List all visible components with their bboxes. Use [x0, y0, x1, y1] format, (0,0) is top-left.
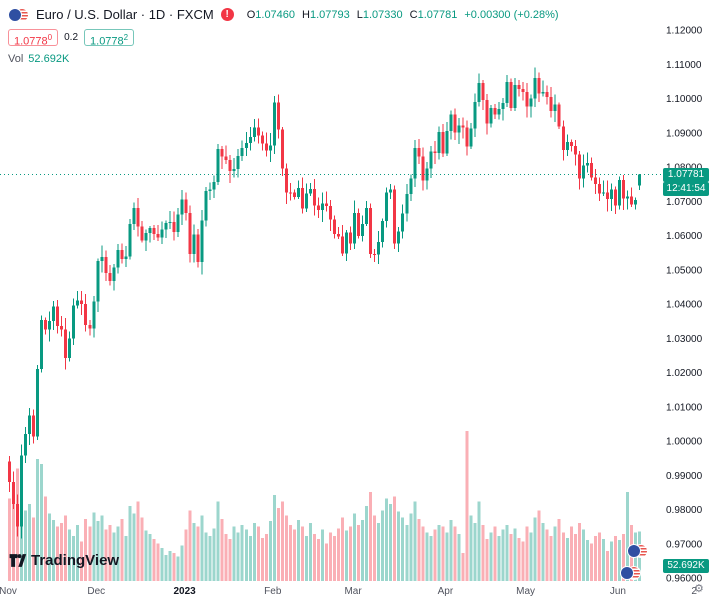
- svg-text:Feb: Feb: [264, 586, 282, 597]
- svg-text:1.07000: 1.07000: [666, 197, 703, 208]
- close-value: C1.07781: [409, 8, 458, 21]
- svg-text:1.01000: 1.01000: [666, 402, 703, 413]
- time-axis-background: [0, 583, 710, 600]
- symbol-legend: Euro / U.S. Dollar · 1D · FXCM ! O1.0746…: [8, 7, 559, 22]
- svg-text:0.99000: 0.99000: [666, 471, 703, 482]
- open-value: O1.07460: [246, 8, 296, 21]
- svg-text:2: 2: [691, 586, 697, 597]
- svg-text:1.00000: 1.00000: [666, 437, 703, 448]
- ask-pip-sup: 2: [123, 33, 129, 42]
- eu-flag-icon: [620, 566, 634, 580]
- svg-text:0.96000: 0.96000: [666, 574, 703, 585]
- svg-text:Jun: Jun: [610, 586, 626, 597]
- svg-text:1.05000: 1.05000: [666, 265, 703, 276]
- change-value: +0.00300 (+0.28%): [464, 8, 559, 21]
- tradingview-logo-text: TradingView: [31, 552, 120, 569]
- svg-text:1.10000: 1.10000: [666, 94, 703, 105]
- svg-text:1.12000: 1.12000: [666, 26, 703, 37]
- eu-flag-icon: [8, 7, 22, 22]
- symbol-logo-icon: [8, 7, 29, 22]
- spread-value: 0.2: [64, 32, 79, 43]
- bid-ask-panel: 1.07780 0.2 1.07782: [8, 29, 135, 48]
- price-axis-background: [662, 0, 710, 600]
- tradingview-logo-icon: [9, 554, 27, 567]
- svg-text:2023: 2023: [173, 586, 196, 597]
- eu-flag-icon: [627, 544, 641, 558]
- settings-gear-icon[interactable]: ⚙: [694, 583, 704, 595]
- alert-icon[interactable]: !: [220, 8, 234, 21]
- symbol-title[interactable]: Euro / U.S. Dollar · 1D · FXCM: [36, 7, 214, 22]
- bar-countdown-badge: 12:41:54: [663, 181, 709, 196]
- sell-button[interactable]: 1.07780: [8, 29, 59, 48]
- pane-symbol-logo-icon: [627, 544, 648, 558]
- buy-button[interactable]: 1.07782: [84, 29, 135, 48]
- vol-value: 52.692K: [28, 53, 70, 65]
- svg-text:1.09000: 1.09000: [666, 128, 703, 139]
- svg-text:Nov: Nov: [0, 586, 17, 597]
- volume-indicator-legend: Vol 52.692K: [8, 53, 69, 65]
- high-value: H1.07793: [302, 8, 350, 21]
- volume-bars: [8, 431, 641, 582]
- svg-text:May: May: [516, 586, 535, 597]
- volume-axis-badge: 52.692K: [663, 559, 709, 573]
- bid-pip-sup: 0: [47, 33, 53, 42]
- candlesticks: [8, 67, 641, 539]
- svg-text:Mar: Mar: [344, 586, 362, 597]
- low-value: L1.07330: [356, 8, 403, 21]
- svg-text:1.02000: 1.02000: [666, 368, 703, 379]
- svg-text:1.03000: 1.03000: [666, 334, 703, 345]
- ohlc-values: O1.07460 H1.07793 L1.07330 C1.07781 +0.0…: [247, 9, 559, 21]
- svg-text:1.06000: 1.06000: [666, 231, 703, 242]
- time-axis[interactable]: Nov Dec 2023 Feb Mar Apr May Jun 2: [0, 586, 697, 597]
- svg-text:0.98000: 0.98000: [666, 505, 703, 516]
- vol-label[interactable]: Vol: [8, 53, 24, 65]
- last-price-badge: 1.07781: [663, 167, 709, 182]
- svg-text:Dec: Dec: [87, 586, 105, 597]
- svg-text:0.97000: 0.97000: [666, 539, 703, 550]
- volume-pane-symbol-logo-icon: [620, 566, 641, 580]
- svg-text:Apr: Apr: [438, 586, 454, 597]
- svg-text:1.04000: 1.04000: [666, 300, 703, 311]
- svg-text:1.11000: 1.11000: [666, 60, 702, 71]
- tradingview-logo[interactable]: TradingView: [8, 551, 119, 570]
